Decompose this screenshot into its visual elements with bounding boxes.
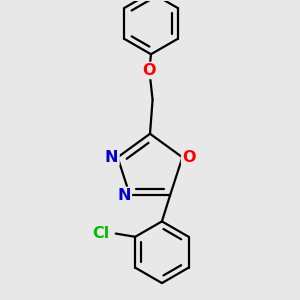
Text: N: N xyxy=(105,150,119,165)
Text: O: O xyxy=(142,63,156,78)
Text: Cl: Cl xyxy=(92,226,109,241)
Text: O: O xyxy=(182,150,196,165)
Text: N: N xyxy=(117,188,131,203)
